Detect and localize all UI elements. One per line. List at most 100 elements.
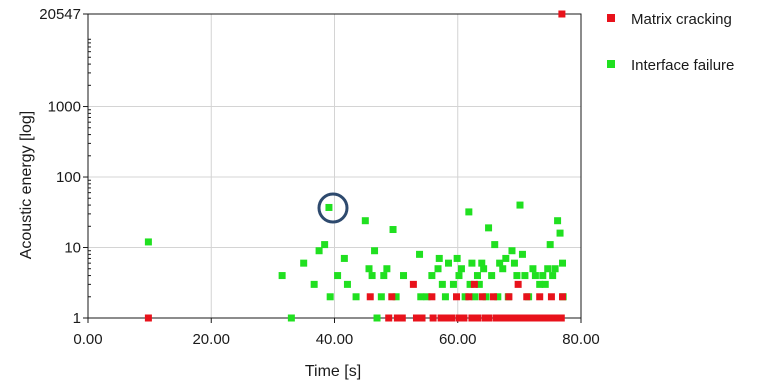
data-point-interface-failure [310, 280, 318, 288]
y-tick-label: 1 [73, 310, 81, 327]
data-point-interface-failure [521, 272, 529, 280]
data-point-interface-failure [485, 224, 493, 232]
data-point-interface-failure [465, 208, 473, 216]
data-point-interface-failure [300, 259, 308, 267]
x-tick-label: 80.00 [562, 331, 600, 348]
data-point-matrix-cracking [510, 314, 518, 322]
data-point-interface-failure [551, 265, 559, 273]
data-point-matrix-cracking [533, 314, 541, 322]
legend-label-matrix-cracking: Matrix cracking [631, 11, 732, 28]
data-point-interface-failure [434, 265, 442, 273]
data-point-matrix-cracking [514, 280, 522, 288]
data-point-interface-failure [499, 265, 507, 273]
data-point-interface-failure [556, 229, 564, 237]
data-point-interface-failure [455, 272, 463, 280]
data-point-interface-failure [457, 265, 465, 273]
data-point-interface-failure [539, 272, 547, 280]
data-point-matrix-cracking [429, 314, 437, 322]
data-point-matrix-cracking [412, 314, 420, 322]
data-point-interface-failure [373, 314, 381, 322]
data-point-interface-failure [371, 247, 379, 255]
data-point-interface-failure [417, 293, 425, 301]
data-point-interface-failure [321, 241, 329, 249]
legend-marker-interface-failure [607, 60, 615, 68]
data-point-matrix-cracking [485, 314, 493, 322]
data-point-interface-failure [361, 217, 369, 225]
data-point-matrix-cracking [366, 293, 374, 301]
data-point-matrix-cracking [478, 293, 486, 301]
y-tick-label: 20547 [39, 6, 81, 23]
data-point-matrix-cracking [502, 314, 510, 322]
data-point-interface-failure [368, 272, 376, 280]
data-point-matrix-cracking [520, 314, 528, 322]
data-point-interface-failure [491, 241, 499, 249]
data-point-matrix-cracking [470, 280, 478, 288]
highlight-circle [317, 192, 349, 224]
data-point-interface-failure [475, 280, 483, 288]
y-tick-label: 10 [64, 240, 81, 257]
data-point-matrix-cracking [468, 314, 476, 322]
data-point-interface-failure [502, 254, 510, 262]
data-point-interface-failure [471, 293, 479, 301]
data-point-interface-failure [453, 254, 461, 262]
y-axis-ticks: 1 10 100 1000 20547 [39, 6, 91, 327]
data-point-interface-failure [513, 272, 521, 280]
data-point-matrix-cracking [388, 293, 396, 301]
x-tick-label: 0.00 [73, 331, 102, 348]
data-point-matrix-cracking [545, 314, 553, 322]
data-point-matrix-cracking [428, 293, 436, 301]
y-axis-label: Acoustic energy [log] [18, 111, 35, 260]
data-point-interface-failure [482, 293, 490, 301]
data-point-interface-failure [544, 265, 552, 273]
data-point-interface-failure [461, 293, 469, 301]
data-point-interface-failure [508, 247, 516, 255]
data-point-interface-failure [496, 259, 504, 267]
data-point-interface-failure [326, 293, 334, 301]
data-point-interface-failure [529, 265, 537, 273]
data-point-interface-failure [559, 259, 567, 267]
data-point-interface-failure [449, 280, 457, 288]
data-point-interface-failure [473, 272, 481, 280]
data-point-interface-failure [400, 272, 408, 280]
data-point-interface-failure [343, 280, 351, 288]
data-points [144, 10, 567, 322]
data-point-interface-failure [380, 272, 388, 280]
data-point-interface-failure [428, 272, 436, 280]
data-point-interface-failure [287, 314, 295, 322]
grid-lines [88, 14, 581, 318]
data-point-interface-failure [494, 293, 502, 301]
x-tick-label: 40.00 [316, 331, 354, 348]
data-point-matrix-cracking [385, 314, 393, 322]
data-point-interface-failure [423, 293, 431, 301]
data-point-interface-failure [554, 217, 562, 225]
data-point-interface-failure [468, 259, 476, 267]
data-point-matrix-cracking [489, 293, 497, 301]
data-point-interface-failure [144, 238, 152, 246]
data-point-matrix-cracking [441, 314, 449, 322]
data-point-interface-failure [377, 293, 385, 301]
data-point-interface-failure [478, 259, 486, 267]
data-point-matrix-cracking [144, 314, 152, 322]
data-point-matrix-cracking [523, 293, 531, 301]
data-point-matrix-cracking [497, 314, 505, 322]
data-point-matrix-cracking [559, 293, 567, 301]
data-point-interface-failure [352, 293, 360, 301]
data-point-interface-failure [445, 259, 453, 267]
data-point-interface-failure [466, 280, 474, 288]
legend-marker-matrix-cracking [607, 14, 615, 22]
data-point-interface-failure [488, 272, 496, 280]
data-point-interface-failure [278, 272, 286, 280]
data-point-interface-failure [536, 280, 544, 288]
data-point-matrix-cracking [558, 10, 566, 18]
data-point-interface-failure [340, 254, 348, 262]
data-point-interface-failure [441, 293, 449, 301]
data-point-matrix-cracking [398, 314, 406, 322]
x-axis-label: Time [s] [305, 363, 361, 380]
x-tick-label: 20.00 [192, 331, 230, 348]
data-point-interface-failure [334, 272, 342, 280]
y-tick-label: 1000 [48, 99, 81, 116]
data-point-interface-failure [383, 265, 391, 273]
x-tick-label: 60.00 [439, 331, 477, 348]
data-point-matrix-cracking [536, 293, 544, 301]
data-point-matrix-cracking [418, 314, 426, 322]
